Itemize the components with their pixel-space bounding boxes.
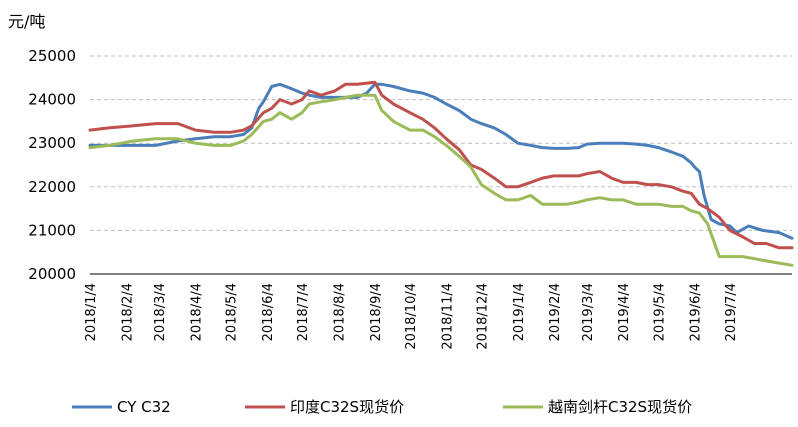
- unit-label: 元/吨: [8, 12, 45, 31]
- x-tick-label: 2018/8/4: [332, 283, 347, 341]
- y-tick-label: 25000: [28, 47, 76, 65]
- x-tick-label: 2018/3/4: [153, 283, 168, 341]
- legend: CY C32 印度C32S现货价 越南剑杆C32S现货价: [72, 398, 692, 416]
- x-tick-label: 2018/7/4: [296, 283, 311, 341]
- x-tick-label: 2019/7/4: [724, 283, 739, 341]
- y-tick-label: 20000: [28, 265, 76, 283]
- x-tick-label: 2018/10/4: [404, 283, 419, 350]
- series-line-3: [88, 93, 794, 267]
- y-tick-label: 21000: [28, 221, 76, 239]
- x-tick-label: 2019/2/4: [548, 283, 563, 341]
- x-tick-label: 2018/2/4: [120, 283, 135, 341]
- x-tick-label: 2018/6/4: [261, 283, 276, 341]
- x-tick-label: 2018/4/4: [189, 283, 204, 341]
- x-tick-labels: 2018/1/4 2018/2/4 2018/3/4 2018/4/4 2018/5/4…: [84, 283, 739, 350]
- series-line-2: [88, 80, 794, 250]
- x-tick-label: 2019/3/4: [581, 283, 596, 341]
- x-tick-label: 2019/5/4: [652, 283, 667, 341]
- y-tick-labels: 20000 21000 22000 23000 24000 25000: [28, 47, 76, 283]
- x-tick-label: 2018/9/4: [369, 283, 384, 341]
- legend-label-1: CY C32: [117, 398, 171, 416]
- y-tick-label: 24000: [28, 91, 76, 109]
- x-tick-label: 2018/5/4: [225, 283, 240, 341]
- legend-label-2: 印度C32S现货价: [290, 398, 404, 416]
- x-tick-label: 2018/11/4: [440, 283, 455, 350]
- x-tick-label: 2018/1/4: [84, 283, 99, 341]
- x-tick-label: 2019/4/4: [617, 283, 632, 341]
- x-tick-label: 2019/1/4: [512, 283, 527, 341]
- y-tick-label: 22000: [28, 178, 76, 196]
- series-lines: [88, 80, 794, 267]
- x-tick-label: 2018/12/4: [475, 283, 490, 350]
- series-line-1: [88, 82, 794, 240]
- legend-label-3: 越南剑杆C32S现货价: [548, 398, 692, 416]
- x-tick-label: 2019/6/4: [689, 283, 704, 341]
- y-tick-label: 23000: [28, 134, 76, 152]
